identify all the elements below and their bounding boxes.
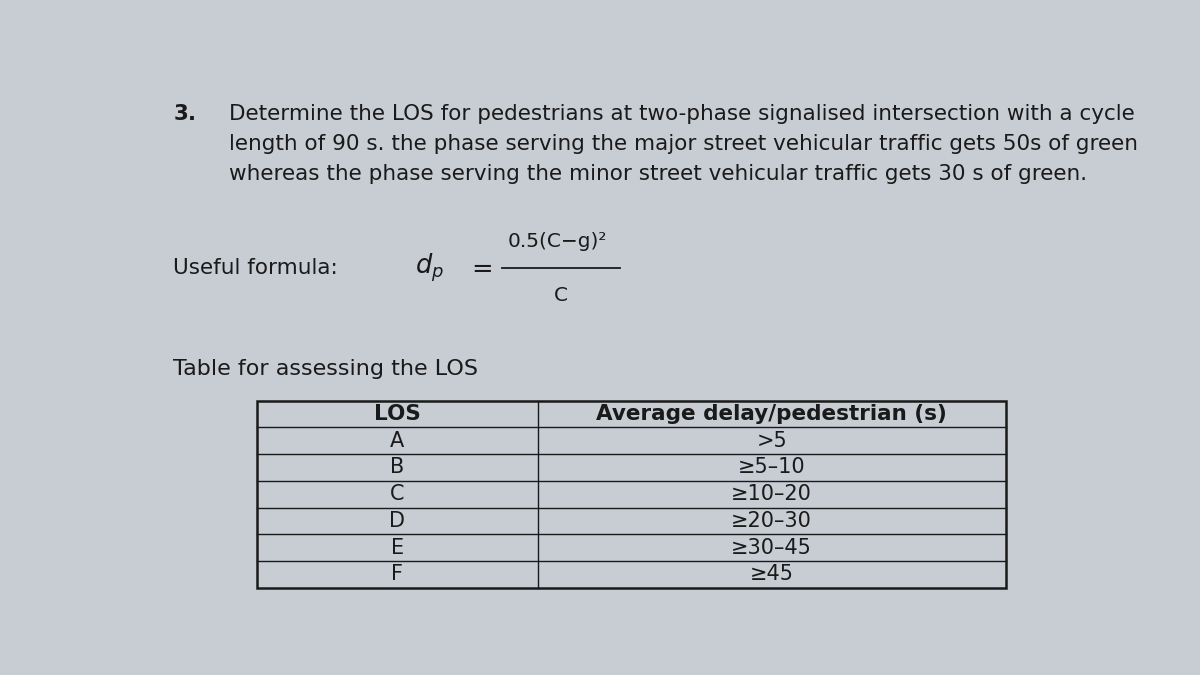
- Text: Table for assessing the LOS: Table for assessing the LOS: [173, 359, 479, 379]
- Text: $d_p$: $d_p$: [415, 252, 444, 284]
- Text: ≥30–45: ≥30–45: [731, 538, 812, 558]
- Text: 3.: 3.: [173, 105, 197, 124]
- Text: C: C: [390, 484, 404, 504]
- Text: F: F: [391, 564, 403, 585]
- Text: Useful formula:: Useful formula:: [173, 258, 338, 278]
- Text: C: C: [553, 286, 568, 304]
- Text: E: E: [391, 538, 404, 558]
- Text: 0.5(C−g)²: 0.5(C−g)²: [508, 232, 607, 250]
- Text: Average delay/pedestrian (s): Average delay/pedestrian (s): [596, 404, 947, 424]
- Text: ≥5–10: ≥5–10: [738, 458, 805, 477]
- Text: ≥20–30: ≥20–30: [731, 511, 812, 531]
- Text: ≥45: ≥45: [750, 564, 793, 585]
- Text: Determine the LOS for pedestrians at two-phase signalised intersection with a cy: Determine the LOS for pedestrians at two…: [229, 105, 1138, 184]
- Text: A: A: [390, 431, 404, 451]
- Text: LOS: LOS: [374, 404, 421, 424]
- Text: >5: >5: [756, 431, 787, 451]
- Text: ≥10–20: ≥10–20: [731, 484, 812, 504]
- Text: D: D: [389, 511, 406, 531]
- Bar: [257, 401, 1006, 588]
- Text: $=$: $=$: [466, 255, 492, 281]
- Text: B: B: [390, 458, 404, 477]
